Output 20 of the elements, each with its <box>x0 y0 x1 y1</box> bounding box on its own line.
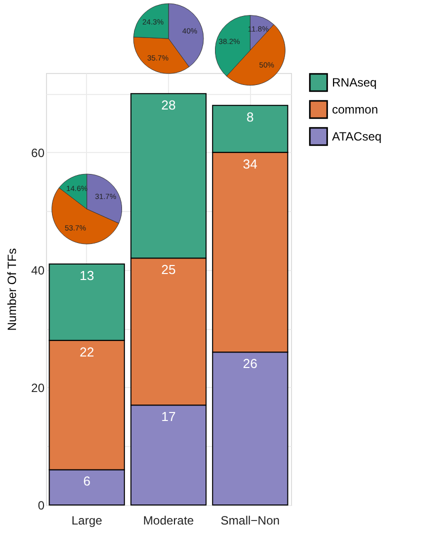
legend-label: ATACseq <box>332 130 382 144</box>
y-tick-label: 40 <box>31 263 45 278</box>
legend-label: common <box>332 102 378 116</box>
x-tick-label: Moderate <box>143 514 194 528</box>
data-label: 26 <box>242 356 258 372</box>
x-tick-label: Large <box>71 514 102 528</box>
x-tick-label: Small−Non <box>220 514 280 528</box>
y-tick-label: 0 <box>38 498 45 512</box>
data-label: 22 <box>80 344 94 360</box>
data-label: 34 <box>242 156 258 172</box>
data-label: 6 <box>83 474 90 489</box>
legend-label: RNAseq <box>332 76 377 90</box>
data-label: 28 <box>161 98 176 113</box>
data-label: 8 <box>246 109 254 124</box>
y-tick-label: 60 <box>31 146 45 160</box>
data-label: 17 <box>161 409 176 424</box>
y-axis-title: Number Of TFs <box>5 248 20 331</box>
data-label: 13 <box>80 268 94 284</box>
y-tick-label: 20 <box>31 380 45 395</box>
data-label: 25 <box>161 262 176 278</box>
